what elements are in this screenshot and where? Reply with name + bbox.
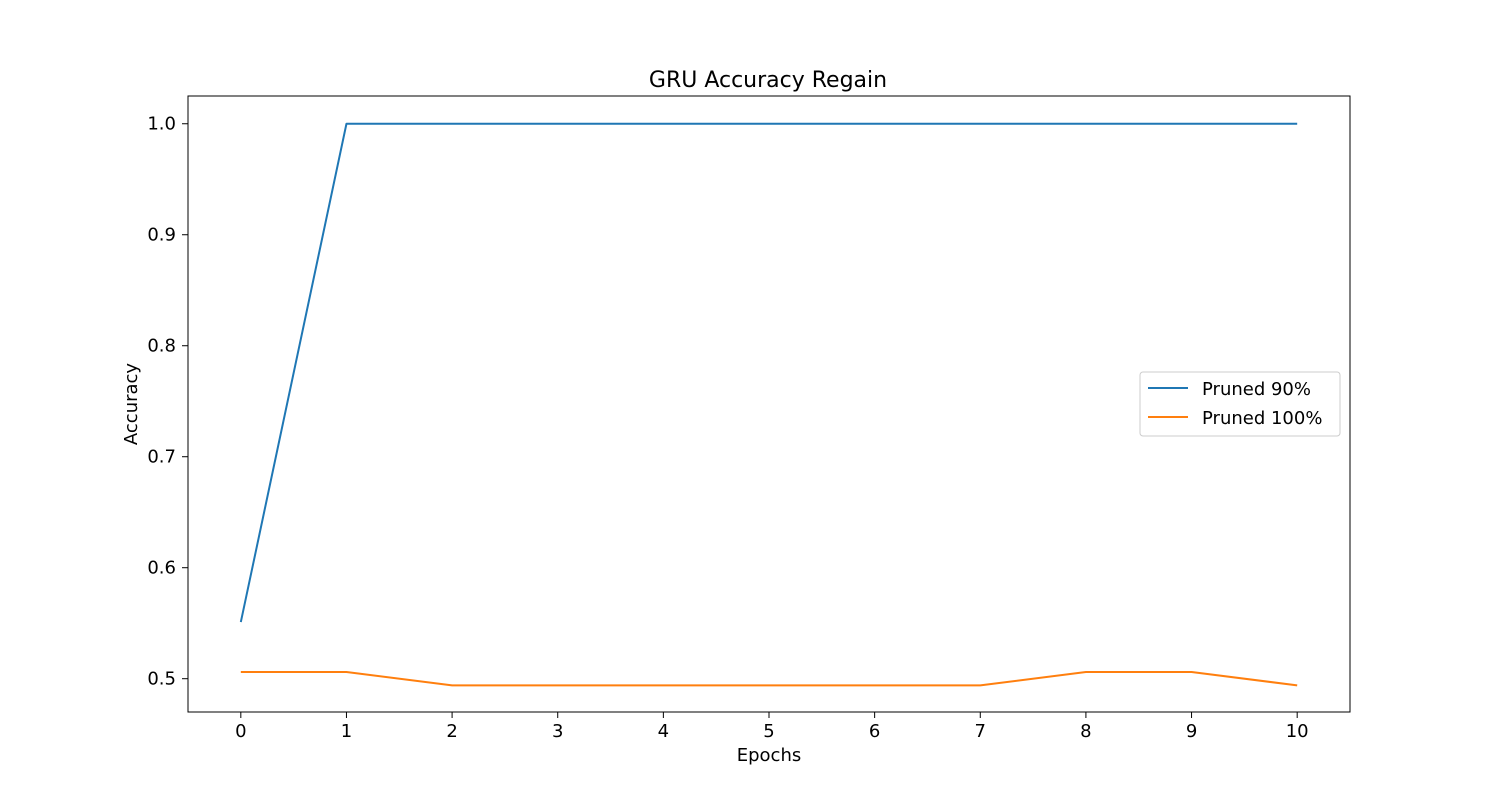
x-tick-label: 3 (552, 721, 563, 742)
legend-label-pruned-100: Pruned 100% (1202, 408, 1322, 429)
y-tick-label: 1.0 (147, 114, 176, 135)
legend-box (1139, 371, 1341, 437)
plot-area (239, 122, 1298, 687)
x-tick-label: 2 (446, 721, 457, 742)
x-tick-label: 0 (235, 721, 246, 742)
y-tick-label: 0.5 (147, 669, 176, 690)
legend-label-pruned-90: Pruned 90% (1202, 379, 1311, 400)
chart-title: GRU Accuracy Regain (649, 68, 887, 93)
series-line-pruned-100 (240, 671, 1298, 687)
y-tick-label: 0.9 (147, 225, 176, 246)
x-tick-label: 6 (869, 721, 880, 742)
legend: Pruned 90% Pruned 100% (1139, 371, 1341, 437)
y-axis: 0.5 0.6 0.7 0.8 0.9 1.0 (147, 114, 188, 690)
y-axis-label: Accuracy (121, 363, 142, 446)
x-tick-label: 5 (763, 721, 774, 742)
y-tick-label: 0.6 (147, 558, 176, 579)
x-axis: 0 1 2 3 4 5 6 7 8 9 10 (235, 712, 1309, 742)
x-tick-label: 8 (1080, 721, 1091, 742)
y-tick-label: 0.8 (147, 336, 176, 357)
x-tick-label: 10 (1286, 721, 1309, 742)
series-line-pruned-90 (239, 122, 1298, 623)
x-tick-label: 7 (975, 721, 986, 742)
y-tick-label: 0.7 (147, 447, 176, 468)
x-tick-label: 1 (341, 721, 352, 742)
x-tick-label: 9 (1186, 721, 1197, 742)
x-tick-label: 4 (658, 721, 669, 742)
x-axis-label: Epochs (737, 745, 802, 766)
